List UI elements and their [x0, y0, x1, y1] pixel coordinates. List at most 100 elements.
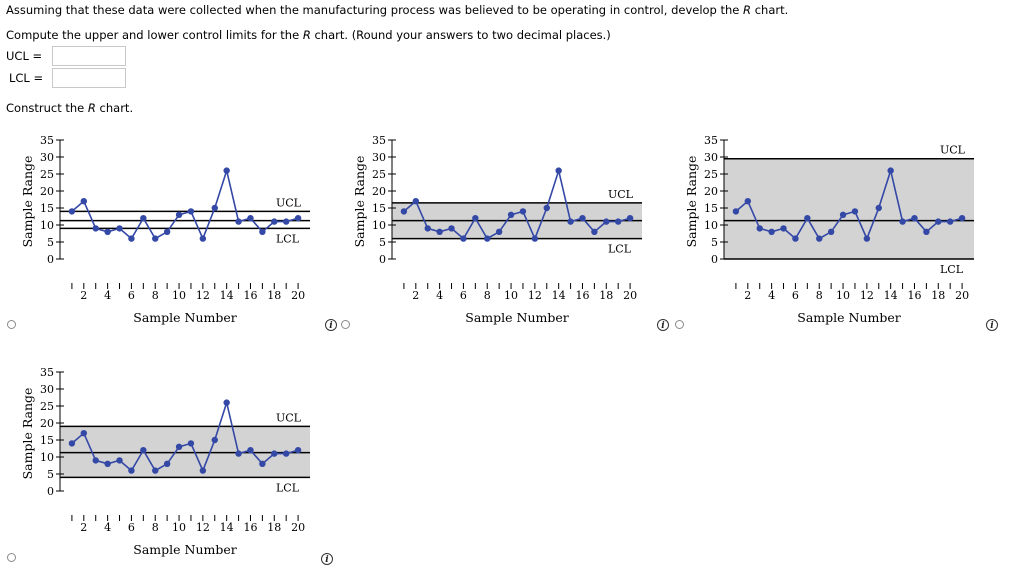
y-tick-label: 25: [40, 168, 54, 181]
data-point: [899, 218, 906, 225]
data-point: [128, 467, 135, 474]
x-tick-label: 20: [291, 289, 305, 302]
data-point: [235, 218, 242, 225]
x-tick-label: 20: [291, 521, 305, 534]
lcl-label: LCL: [276, 232, 300, 245]
data-point: [235, 450, 242, 457]
y-tick-label: 30: [704, 151, 718, 164]
info-icon[interactable]: i: [657, 319, 669, 331]
data-point: [80, 430, 88, 437]
question-intro-suffix: chart.: [751, 3, 789, 17]
data-point: [223, 399, 230, 406]
x-tick-label: 16: [575, 289, 589, 302]
option-a-radio[interactable]: [7, 320, 16, 329]
data-point: [851, 208, 859, 215]
data-point: [163, 228, 171, 235]
data-point: [958, 215, 966, 222]
data-point: [780, 225, 787, 232]
data-point: [519, 208, 527, 215]
question-construct-prefix: Construct the: [6, 101, 88, 115]
data-point: [294, 447, 302, 454]
data-point: [259, 460, 266, 467]
data-point: [92, 457, 99, 464]
x-tick-label: 18: [267, 521, 281, 534]
data-point: [495, 228, 503, 235]
data-point: [68, 440, 76, 447]
data-point: [424, 225, 431, 232]
data-point: [163, 460, 171, 467]
data-point: [531, 235, 539, 242]
y-tick-label: 25: [372, 168, 386, 181]
option-b-radio[interactable]: [341, 320, 350, 329]
ucl-input[interactable]: [52, 46, 126, 66]
y-tick-label: 20: [704, 185, 718, 198]
y-tick-label: 35: [40, 366, 54, 379]
y-tick-label: 20: [40, 185, 54, 198]
data-point: [448, 225, 455, 232]
question-intro-var: R: [743, 3, 752, 17]
control-band: [724, 158, 974, 259]
y-tick-label: 10: [40, 451, 54, 464]
option-d-radio[interactable]: [7, 553, 16, 562]
y-tick-label: 25: [40, 400, 54, 413]
data-point: [412, 198, 420, 205]
lcl-input[interactable]: [52, 68, 126, 88]
x-tick-label: 2: [80, 521, 87, 534]
x-tick-label: 14: [552, 289, 566, 302]
y-tick-label: 5: [47, 468, 54, 481]
question-compute-prefix: Compute the upper and lower control limi…: [6, 28, 303, 42]
x-tick-label: 2: [80, 289, 87, 302]
data-point: [80, 198, 88, 205]
question-compute-var: R: [302, 28, 311, 42]
lcl-label: LCL: [276, 481, 300, 494]
data-point: [591, 228, 598, 235]
x-tick-label: 6: [460, 289, 467, 302]
data-point: [460, 235, 467, 242]
data-point: [152, 235, 159, 242]
y-tick-label: 0: [379, 253, 386, 266]
r-chart-option-a: 0 5 10 15 20 25 30 35 2 4 6 8 10 12 14 16 18 20 UCL LCL Samp…: [20, 134, 310, 325]
data-point: [839, 211, 847, 218]
option-c-radio[interactable]: [675, 320, 684, 329]
data-point: [756, 225, 763, 232]
data-point: [875, 204, 882, 212]
x-tick-label: 10: [504, 289, 518, 302]
x-axis-title: Sample Number: [797, 310, 900, 325]
data-point: [282, 218, 290, 225]
data-point: [935, 218, 942, 225]
question-intro-prefix: Assuming that these data were collected …: [6, 3, 744, 17]
info-icon[interactable]: i: [321, 553, 333, 565]
y-tick-label: 35: [704, 134, 718, 147]
data-point: [259, 228, 266, 235]
question-construct: Construct the R chart.: [6, 101, 133, 115]
y-tick-label: 0: [47, 253, 54, 266]
data-point: [187, 440, 195, 447]
y-tick-label: 30: [372, 151, 386, 164]
x-tick-label: 6: [792, 289, 799, 302]
info-icon[interactable]: i: [986, 319, 998, 331]
x-tick-label: 8: [816, 289, 823, 302]
y-tick-label: 35: [40, 134, 54, 147]
data-point: [282, 450, 290, 457]
data-point: [175, 211, 183, 218]
data-point: [104, 460, 111, 467]
data-point: [68, 208, 76, 215]
x-tick-label: 14: [220, 521, 234, 534]
r-chart-option-d: 0 5 10 15 20 25 30 35 2 4 6 8 10 12 14 16 18 20 UCL LCL Samp…: [20, 366, 310, 557]
y-tick-label: 5: [47, 236, 54, 249]
lcl-label: LCL: [608, 243, 632, 256]
x-tick-label: 10: [836, 289, 850, 302]
y-tick-label: 5: [711, 236, 718, 249]
data-point: [768, 228, 775, 235]
data-point: [92, 225, 99, 232]
x-tick-label: 14: [884, 289, 898, 302]
data-point: [211, 436, 218, 444]
x-tick-label: 4: [104, 289, 111, 302]
data-point: [128, 235, 135, 242]
info-icon[interactable]: i: [325, 319, 337, 331]
y-tick-label: 15: [40, 434, 54, 447]
question-construct-var: R: [87, 101, 96, 115]
x-tick-label: 16: [907, 289, 921, 302]
ucl-label: UCL: [940, 144, 966, 157]
x-tick-label: 12: [860, 289, 874, 302]
